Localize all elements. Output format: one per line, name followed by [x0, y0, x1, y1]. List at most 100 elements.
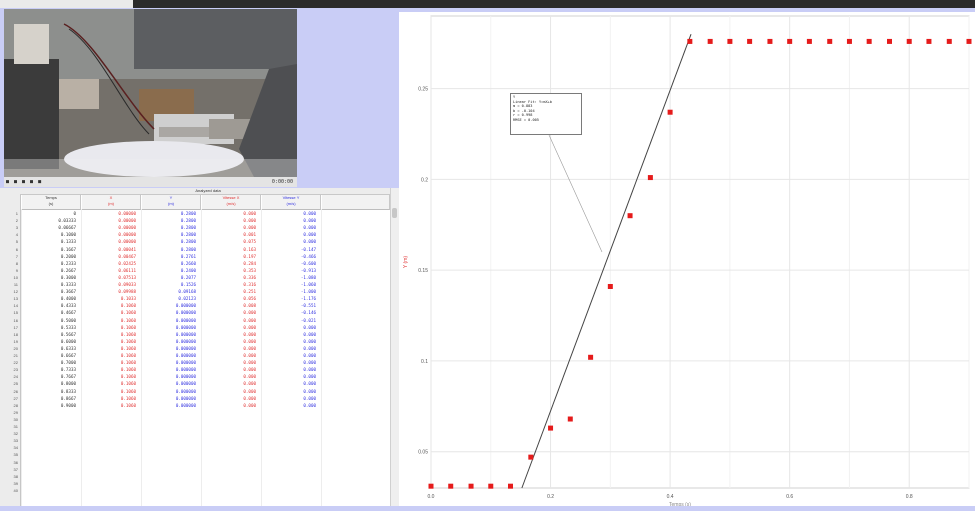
- table-cell[interactable]: 0.000: [303, 338, 316, 344]
- table-cell[interactable]: 0.7000: [60, 360, 76, 366]
- table-cell[interactable]: 0.001: [243, 232, 256, 238]
- table-cell[interactable]: 0.2400: [180, 267, 196, 273]
- table-cell[interactable]: -1.176: [300, 296, 316, 302]
- table-cell[interactable]: 0.000000: [175, 360, 196, 366]
- table-cell[interactable]: 0.000: [303, 360, 316, 366]
- table-cell[interactable]: 0: [73, 211, 76, 216]
- table-cell[interactable]: 0.000: [243, 338, 256, 344]
- table-cell[interactable]: 0.000: [303, 331, 316, 337]
- table-cell[interactable]: 0.09168: [178, 289, 196, 295]
- table-cell[interactable]: 0.1060: [120, 324, 136, 330]
- table-cell[interactable]: 0.000: [303, 232, 316, 238]
- table-cell[interactable]: 0.000: [303, 402, 316, 408]
- column-header[interactable]: Y (m): [142, 195, 201, 210]
- table-cell[interactable]: 0.3000: [60, 274, 76, 280]
- table-cell[interactable]: 0.000: [243, 218, 256, 224]
- table-cell[interactable]: -0.600: [300, 260, 316, 266]
- table-cell[interactable]: 0.000: [243, 324, 256, 330]
- table-cell[interactable]: 0.000: [303, 218, 316, 224]
- table-cell[interactable]: 0.000: [243, 360, 256, 366]
- table-cell[interactable]: 0.1333: [60, 239, 76, 245]
- table-cell[interactable]: 0.000000: [175, 303, 196, 309]
- table-cell[interactable]: 0.000: [243, 310, 256, 316]
- table-cell[interactable]: 0.000: [303, 324, 316, 330]
- table-cell[interactable]: 0.000: [243, 331, 256, 337]
- table-cell[interactable]: 0.2800: [180, 211, 196, 216]
- table-cell[interactable]: 0.336: [243, 274, 256, 280]
- table-cell[interactable]: 0.284: [243, 260, 256, 266]
- table-cell[interactable]: 0.6667: [60, 353, 76, 358]
- table-cell[interactable]: 0.000: [303, 345, 316, 351]
- scroll-thumb[interactable]: [392, 208, 397, 218]
- table-cell[interactable]: 0.2800: [180, 239, 196, 245]
- table-cell[interactable]: 0.000: [303, 353, 316, 358]
- table-cell[interactable]: 0.2667: [60, 267, 76, 273]
- table-cell[interactable]: 0.06111: [118, 267, 136, 273]
- table-cell[interactable]: 0.1033: [120, 296, 136, 302]
- table-cell[interactable]: 0.000000: [175, 324, 196, 330]
- table-cell[interactable]: 0.000: [303, 211, 316, 216]
- table-cell[interactable]: 0.251: [243, 289, 256, 295]
- table-cell[interactable]: 0.06667: [58, 225, 76, 231]
- table-cell[interactable]: 0.1060: [120, 345, 136, 351]
- table-cell[interactable]: 0.07513: [118, 274, 136, 280]
- table-cell[interactable]: 0.4000: [60, 296, 76, 302]
- table-cell[interactable]: 0.000: [243, 345, 256, 351]
- table-cell[interactable]: 0.03333: [58, 218, 76, 224]
- table-cell[interactable]: 0.000000: [175, 374, 196, 380]
- table-cell[interactable]: 0.000000: [175, 338, 196, 344]
- table-cell[interactable]: 0.1060: [120, 360, 136, 366]
- table-cell[interactable]: 0.000: [303, 374, 316, 380]
- table-cell[interactable]: 0.000: [303, 395, 316, 401]
- table-cell[interactable]: 0.000000: [175, 388, 196, 394]
- table-cell[interactable]: 0.1526: [180, 282, 196, 287]
- table-cell[interactable]: 0.5333: [60, 324, 76, 330]
- table-cell[interactable]: 0.000000: [175, 317, 196, 323]
- table-cell[interactable]: 0.5667: [60, 331, 76, 337]
- table-cell[interactable]: 0.00000: [118, 225, 136, 231]
- table-cell[interactable]: 0.2761: [180, 253, 196, 259]
- table-cell[interactable]: 0.00000: [118, 239, 136, 245]
- table-cell[interactable]: 0.09033: [118, 282, 136, 287]
- table-cell[interactable]: 0.1060: [120, 381, 136, 387]
- table-cell[interactable]: -0.913: [300, 267, 316, 273]
- table-cell[interactable]: 0.00000: [118, 232, 136, 238]
- table-cell[interactable]: 0.1060: [120, 402, 136, 408]
- table-cell[interactable]: 0.2800: [180, 225, 196, 231]
- table-cell[interactable]: 0.2660: [180, 260, 196, 266]
- table-cell[interactable]: 0.163: [243, 246, 256, 252]
- table-cell[interactable]: 0.000: [303, 225, 316, 231]
- table-cell[interactable]: 0.6000: [60, 338, 76, 344]
- table-cell[interactable]: 0.4333: [60, 303, 76, 309]
- table-cell[interactable]: 0.2000: [60, 253, 76, 259]
- table-cell[interactable]: -1.060: [300, 282, 316, 287]
- table-cell[interactable]: 0.000000: [175, 353, 196, 358]
- table-cell[interactable]: 0.1060: [120, 353, 136, 358]
- table-cell[interactable]: 0.000000: [175, 310, 196, 316]
- table-cell[interactable]: 0.3667: [60, 289, 76, 295]
- table-cell[interactable]: -1.080: [300, 274, 316, 280]
- table-cell[interactable]: 0.00041: [118, 246, 136, 252]
- table-cell[interactable]: 0.000000: [175, 367, 196, 373]
- table-cell[interactable]: 0.02123: [178, 296, 196, 302]
- table-cell[interactable]: 0.000: [243, 388, 256, 394]
- table-cell[interactable]: 0.056: [243, 296, 256, 302]
- table-cell[interactable]: 0.1060: [120, 310, 136, 316]
- table-cell[interactable]: 0.1060: [120, 395, 136, 401]
- column-header[interactable]: Vitesse X (m/s): [202, 195, 261, 210]
- table-cell[interactable]: 0.000: [243, 353, 256, 358]
- table-cell[interactable]: -0.021: [300, 317, 316, 323]
- table-cell[interactable]: 0.1667: [60, 246, 76, 252]
- table-cell[interactable]: -0.551: [300, 303, 316, 309]
- table-cell[interactable]: 0.2800: [180, 246, 196, 252]
- table-cell[interactable]: 0.8333: [60, 388, 76, 394]
- table-cell[interactable]: 0.000: [303, 381, 316, 387]
- table-cell[interactable]: 0.000000: [175, 402, 196, 408]
- table-cell[interactable]: 0.8667: [60, 395, 76, 401]
- table-cell[interactable]: 0.00000: [118, 211, 136, 216]
- table-cell[interactable]: 0.000: [243, 381, 256, 387]
- table-cell[interactable]: 0.5000: [60, 317, 76, 323]
- table-cell[interactable]: 0.000: [243, 402, 256, 408]
- table-cell[interactable]: 0.6333: [60, 345, 76, 351]
- table-cell[interactable]: 0.000000: [175, 395, 196, 401]
